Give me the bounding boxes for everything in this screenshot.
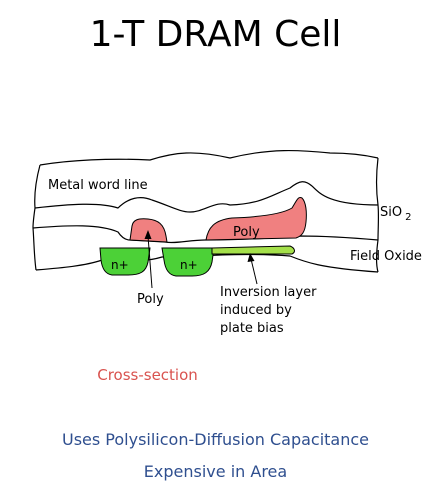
inversion-label-line3: plate bias <box>220 321 284 336</box>
metal-sio2-interface <box>34 181 379 213</box>
n-plus-left-region <box>99 247 151 276</box>
n-plus-left-label: n+ <box>111 258 129 272</box>
page-title: 1-T DRAM Cell <box>89 14 342 55</box>
sio2-lower-boundary <box>32 225 379 244</box>
expensive-caption: Expensive in Area <box>143 462 288 481</box>
poly-arrow-head <box>144 230 152 239</box>
n-plus-right-label: n+ <box>180 258 198 272</box>
inversion-layer <box>211 245 295 255</box>
sio2-label: SiO 2 <box>380 205 411 223</box>
inversion-label-arrow <box>250 258 258 285</box>
poly-top-label: Poly <box>233 225 260 240</box>
inversion-arrow-head <box>247 253 255 262</box>
field-oxide-label: Field Oxide <box>350 249 422 264</box>
poly-label-arrow <box>147 235 153 289</box>
metal-word-line-label: Metal word line <box>48 178 148 193</box>
poly-plate <box>205 197 307 241</box>
n-plus-right-region <box>161 247 215 277</box>
uses-caption: Uses Polysilicon-Diffusion Capacitance <box>61 430 370 449</box>
substrate-surface <box>35 253 379 273</box>
inversion-label-line1: Inversion layer <box>220 285 317 300</box>
poly-bottom-label: Poly <box>137 292 164 307</box>
metal-top-boundary <box>39 149 379 166</box>
right-edge <box>375 157 380 273</box>
left-edge <box>32 164 41 271</box>
inversion-label-line2: induced by <box>220 303 292 318</box>
poly-gate <box>129 218 168 243</box>
cross-section-caption: Cross-section <box>97 366 198 384</box>
